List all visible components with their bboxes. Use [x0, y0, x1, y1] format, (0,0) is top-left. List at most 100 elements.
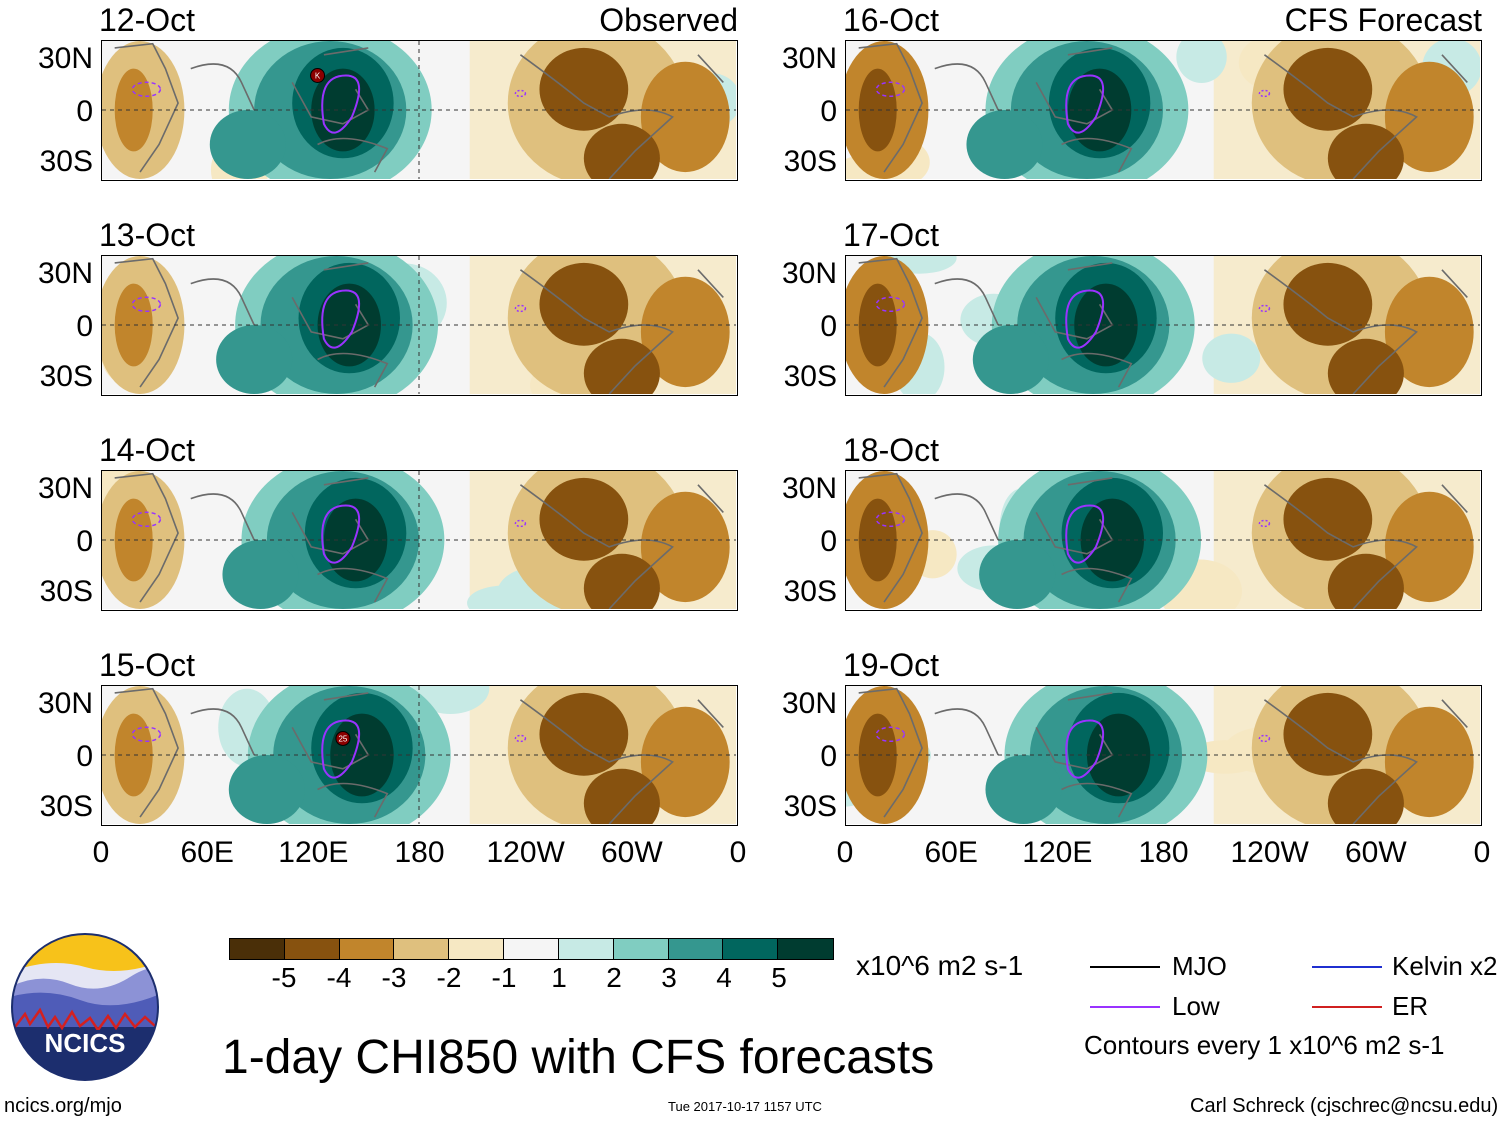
coastline — [1035, 297, 1114, 340]
colorbar-swatch — [449, 939, 505, 959]
anomaly-region — [985, 755, 1062, 824]
colorbar-tick: -5 — [271, 962, 297, 993]
anomaly-region — [1176, 41, 1227, 83]
coastline — [858, 472, 923, 603]
coastline — [1263, 269, 1418, 394]
anomaly-map-13-oct — [101, 255, 738, 396]
colorbar-tick: 4 — [716, 962, 732, 993]
anomaly-region — [972, 325, 1049, 394]
lat-label: 30N — [37, 42, 93, 75]
coastline — [317, 782, 389, 818]
coastline — [323, 262, 369, 271]
coastline — [519, 54, 674, 179]
coastline — [858, 687, 923, 818]
lon-label: 60E — [180, 836, 234, 869]
panel-date: 18-Oct — [843, 432, 940, 468]
anomaly-region — [1283, 47, 1373, 131]
colorbar-swatch — [284, 939, 340, 959]
legend-label: Kelvin x2 — [1392, 951, 1498, 981]
colorbar-swatch — [394, 939, 450, 959]
panel-date: 16-Oct — [843, 2, 940, 38]
tropical-cyclone-marker: 25 — [335, 730, 351, 746]
legend-line-kelvin-x2 — [1312, 966, 1382, 968]
anomaly-region — [1384, 276, 1474, 388]
coastline — [190, 63, 255, 111]
lat-label: 30N — [781, 257, 837, 290]
lat-label: 30S — [783, 790, 837, 823]
logo-text: NCICS — [45, 1028, 126, 1058]
coastline — [1441, 699, 1468, 728]
anomaly-region — [114, 68, 153, 152]
anomaly-region — [1202, 333, 1261, 383]
lon-label: 120W — [1230, 836, 1309, 869]
coastline — [1067, 477, 1113, 486]
coastline — [697, 484, 724, 513]
lat-label: 30N — [37, 257, 93, 290]
anomaly-region — [114, 283, 153, 367]
coastline — [519, 269, 674, 394]
anomaly-region — [1384, 706, 1474, 818]
anomaly-region — [640, 276, 730, 388]
anomaly-region — [583, 123, 660, 179]
anomaly-map-14-oct — [101, 470, 738, 611]
lat-label: 0 — [76, 739, 93, 773]
anomaly-region — [1327, 338, 1404, 394]
lon-label: 180 — [394, 836, 445, 869]
lat-label: 30N — [781, 687, 837, 720]
legend-label: ER — [1392, 991, 1429, 1021]
anomaly-region — [222, 540, 299, 609]
low-contour — [321, 74, 361, 134]
low-contour — [321, 289, 361, 349]
ncics-logo[interactable]: NCICS — [10, 932, 160, 1082]
anomaly-region — [966, 110, 1043, 179]
coastline — [317, 352, 389, 388]
legend-line-mjo — [1090, 966, 1160, 968]
panel-date: 19-Oct — [843, 647, 940, 683]
low-contour-africa — [875, 81, 906, 98]
anomaly-region — [1283, 477, 1373, 561]
coastline — [1441, 269, 1468, 298]
anomaly-region — [467, 585, 544, 609]
low-contour — [1065, 719, 1105, 779]
lat-label: 30N — [37, 687, 93, 720]
lat-label: 0 — [820, 739, 837, 773]
anomaly-map-19-oct — [845, 685, 1482, 826]
anomaly-map-15-oct: 25 — [101, 685, 738, 826]
anomaly-region — [640, 491, 730, 603]
footer-timestamp: Tue 2017-10-17 1157 UTC — [668, 1099, 822, 1114]
lat-label: 30N — [37, 472, 93, 505]
footer-website[interactable]: ncics.org/mjo — [4, 1095, 122, 1117]
low-contour — [321, 504, 361, 564]
coastline — [1067, 692, 1113, 701]
coastline — [190, 278, 255, 326]
colorbar-tick: -3 — [381, 962, 407, 993]
coastline — [1263, 484, 1418, 609]
colorbar-swatch — [230, 939, 285, 959]
colorbar-tick: -2 — [436, 962, 462, 993]
coastline — [291, 297, 370, 340]
anomaly-region — [114, 498, 153, 582]
anomaly-region — [1327, 123, 1404, 179]
coastline — [697, 54, 724, 83]
footer-credit: Carl Schreck (cjschrec@ncsu.edu) — [1190, 1095, 1499, 1117]
colorbar-tick: 1 — [551, 962, 567, 993]
coastline — [323, 47, 369, 56]
colorbar-units: x10^6 m2 s-1 — [856, 950, 1024, 981]
anomaly-region — [1283, 262, 1373, 346]
colorbar-swatch — [339, 939, 395, 959]
coastline — [934, 63, 999, 111]
coastline — [317, 567, 389, 603]
anomaly-region — [539, 477, 629, 561]
low-contour-africa — [131, 81, 162, 98]
coastline — [1035, 82, 1114, 125]
anomaly-region — [1384, 61, 1474, 173]
colorbar-tick: 3 — [661, 962, 677, 993]
coastline — [1061, 567, 1133, 603]
lon-label: 0 — [1473, 836, 1491, 869]
lat-label: 30N — [781, 42, 837, 75]
anomaly-region — [640, 706, 730, 818]
anomaly-region — [539, 262, 629, 346]
coastline — [291, 727, 370, 770]
lat-label: 30S — [39, 790, 93, 823]
low-contour — [1065, 74, 1105, 134]
